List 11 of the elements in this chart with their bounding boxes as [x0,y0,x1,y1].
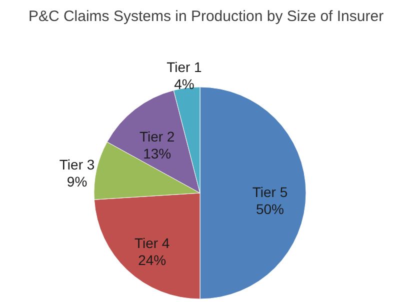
slice-label: Tier 5 [252,184,288,200]
slice-label: Tier 4 [134,235,170,252]
data-label: 13% [143,146,172,162]
data-label: 24% [138,252,166,268]
slice-label: Tier 3 [59,156,95,173]
data-label: 9% [66,174,88,190]
slice-label: Tier 2 [139,128,175,145]
slice-label: Tier 1 [166,58,202,75]
data-label: 50% [256,201,284,217]
data-label: 4% [174,76,194,92]
chart-title: P&C Claims Systems in Production by Size of Insurer [28,8,384,25]
